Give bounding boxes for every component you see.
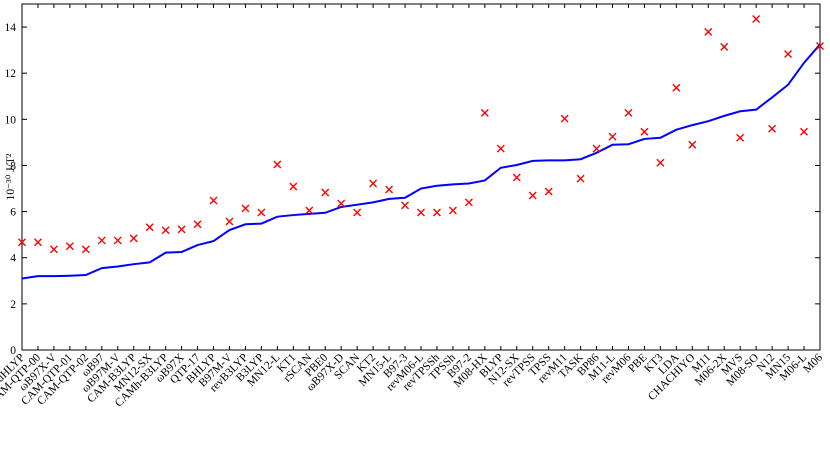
data-marker [784,50,793,59]
data-marker [480,108,489,117]
data-marker [768,124,777,133]
data-marker [369,179,378,188]
data-marker [81,245,90,254]
data-marker [273,160,282,169]
data-marker [417,208,425,217]
data-marker [321,188,330,197]
data-marker [65,242,74,251]
y-tick-label: 6 [10,207,16,219]
data-marker [305,206,314,215]
data-marker [736,133,745,142]
y-tick-label: 12 [5,68,17,80]
data-marker [432,208,441,217]
data-marker [496,144,505,153]
data-line [21,43,821,280]
y-tick-label: 4 [10,253,16,265]
data-marker [257,208,266,217]
y-tick-label: 0 [10,345,16,357]
data-marker [401,201,410,210]
data-marker [209,196,218,205]
data-marker [704,27,713,36]
data-marker [225,217,234,226]
data-marker [337,199,346,208]
x-tick-label: M06 [801,351,825,375]
y-tick-label: 8 [10,160,16,172]
data-marker [624,108,633,117]
data-marker [113,236,122,245]
data-marker [385,185,394,194]
data-marker [512,173,521,182]
y-tick-label: 14 [5,22,17,34]
data-marker [145,223,154,232]
data-marker [656,158,665,167]
y-axis-label: 10⁻³⁰ J/T² [5,153,17,200]
data-marker [544,187,553,196]
data-marker [18,238,26,247]
data-marker [464,198,473,207]
data-marker [193,220,202,229]
data-marker [97,236,106,245]
data-marker [448,206,457,215]
data-marker [161,226,170,235]
data-marker [49,245,58,254]
data-marker [289,182,298,191]
data-marker [560,114,569,123]
data-marker [640,127,649,136]
data-marker [353,208,362,217]
data-marker [816,41,824,50]
data-marker [688,140,697,149]
data-marker [800,127,809,136]
data-marker [576,174,585,183]
data-marker [752,14,761,23]
data-marker [720,42,729,51]
data-marker [241,204,250,213]
plot-frame [21,3,821,351]
y-tick-label: 2 [10,299,16,311]
data-marker [528,191,537,200]
data-marker [129,234,138,243]
data-marker [608,132,617,141]
data-marker [672,83,681,92]
data-marker [33,238,42,247]
data-marker [177,225,186,234]
data-marker [592,144,601,153]
y-tick-label: 10 [5,114,17,126]
